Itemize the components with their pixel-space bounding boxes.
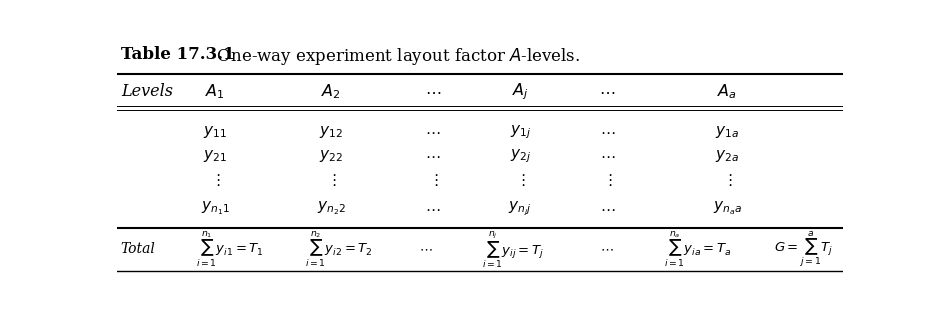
Text: $y_{1a}$: $y_{1a}$ (714, 124, 739, 140)
Text: Levels: Levels (121, 83, 172, 100)
Text: $\cdots$: $\cdots$ (600, 243, 613, 256)
Text: $\cdots$: $\cdots$ (599, 148, 614, 163)
Text: $y_{n_1 1}$: $y_{n_1 1}$ (200, 200, 229, 217)
Text: $\cdots$: $\cdots$ (599, 201, 614, 216)
Text: $y_{2a}$: $y_{2a}$ (714, 148, 739, 164)
Text: $y_{22}$: $y_{22}$ (319, 148, 343, 164)
Text: $y_{2j}$: $y_{2j}$ (509, 147, 530, 165)
Text: $\sum_{i=1}^{n_a} y_{ia} = T_a$: $\sum_{i=1}^{n_a} y_{ia} = T_a$ (664, 230, 731, 269)
Text: $y_{n_j j}$: $y_{n_j j}$ (508, 199, 532, 218)
Text: $\vdots$: $\vdots$ (721, 172, 732, 188)
Text: $y_{n_2 2}$: $y_{n_2 2}$ (316, 200, 345, 217)
Text: $\cdots$: $\cdots$ (599, 124, 614, 139)
Text: $y_{12}$: $y_{12}$ (319, 124, 343, 140)
Text: $\cdots$: $\cdots$ (425, 148, 440, 163)
Text: $\vdots$: $\vdots$ (602, 172, 612, 188)
Text: $\sum_{i=1}^{n_2} y_{i2} = T_2$: $\sum_{i=1}^{n_2} y_{i2} = T_2$ (304, 230, 373, 269)
Text: $\sum_{i=1}^{n_j} y_{ij} = T_j$: $\sum_{i=1}^{n_j} y_{ij} = T_j$ (481, 229, 544, 270)
Text: $y_{21}$: $y_{21}$ (203, 148, 227, 164)
Text: $A_2$: $A_2$ (321, 82, 341, 100)
Text: $\vdots$: $\vdots$ (210, 172, 220, 188)
Text: $\cdots$: $\cdots$ (418, 243, 432, 256)
Text: $A_1$: $A_1$ (205, 82, 225, 100)
Text: $\cdots$: $\cdots$ (598, 84, 615, 99)
Text: $\sum_{i=1}^{n_1} y_{i1} = T_1$: $\sum_{i=1}^{n_1} y_{i1} = T_1$ (196, 230, 263, 269)
Text: $A_j$: $A_j$ (511, 81, 528, 101)
Text: One-way experiment layout factor $A$-levels.: One-way experiment layout factor $A$-lev… (200, 46, 579, 67)
Text: $G = \sum_{j=1}^{a} T_j$: $G = \sum_{j=1}^{a} T_j$ (773, 229, 832, 269)
Text: $\cdots$: $\cdots$ (424, 84, 441, 99)
Text: Table 17.3.1: Table 17.3.1 (121, 46, 234, 63)
Text: $\vdots$: $\vdots$ (428, 172, 438, 188)
Text: $A_a$: $A_a$ (716, 82, 737, 100)
Text: $\cdots$: $\cdots$ (425, 124, 440, 139)
Text: Total: Total (121, 242, 155, 256)
Text: $\cdots$: $\cdots$ (425, 201, 440, 216)
Text: $y_{1j}$: $y_{1j}$ (509, 123, 530, 141)
Text: $y_{11}$: $y_{11}$ (203, 124, 227, 140)
Text: $\vdots$: $\vdots$ (326, 172, 336, 188)
Text: $y_{n_a a}$: $y_{n_a a}$ (712, 200, 740, 217)
Text: $\vdots$: $\vdots$ (515, 172, 525, 188)
